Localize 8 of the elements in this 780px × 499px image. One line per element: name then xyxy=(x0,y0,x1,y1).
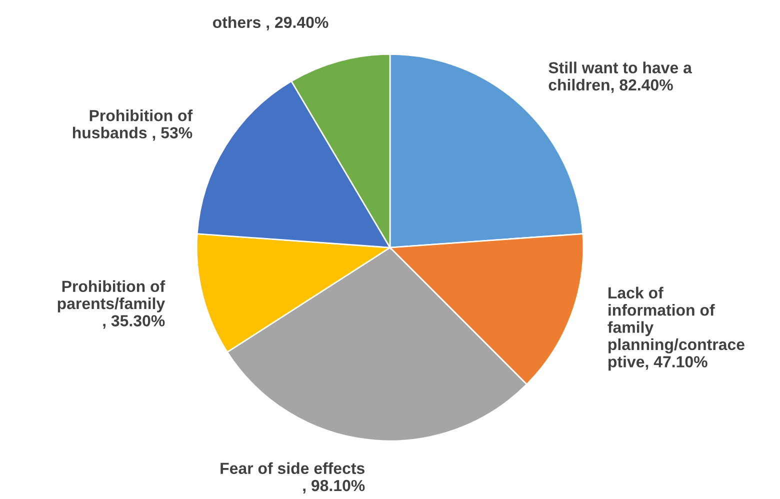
slice-label: Still want to have a children, 82.40% xyxy=(548,62,692,93)
slice-label: others , 29.40% xyxy=(212,16,328,30)
slice-label: Lack of information of family planning/contrace ptive, 47.10% xyxy=(608,286,744,371)
data-label: , 98.10% xyxy=(303,480,365,494)
slice-label: Prohibition of parents/family xyxy=(58,280,166,312)
slice-label: Prohibition of husbands , 53% xyxy=(72,109,193,141)
slice-label: Fear of side effects xyxy=(220,462,364,474)
data-label: , 35.30% xyxy=(103,315,165,329)
